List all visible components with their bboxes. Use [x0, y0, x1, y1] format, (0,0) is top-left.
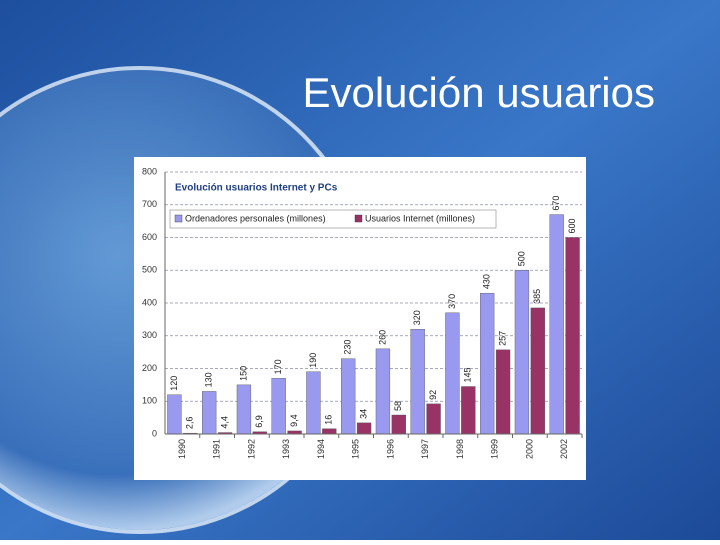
- y-tick-label: 300: [142, 330, 157, 340]
- value-label: 600: [567, 218, 577, 233]
- value-label: 670: [551, 196, 561, 211]
- x-tick-label: 1991: [212, 439, 222, 459]
- x-tick-label: 2000: [524, 439, 534, 459]
- value-label: 6,9: [254, 415, 264, 428]
- bar: [480, 292, 495, 435]
- x-tick-label: 1993: [281, 439, 291, 459]
- value-label: 190: [308, 353, 318, 368]
- legend: [169, 209, 497, 229]
- legend-label: Usuarios Internet (millones): [365, 213, 475, 223]
- value-label: 16: [324, 415, 334, 425]
- y-tick-label: 600: [142, 232, 157, 242]
- x-tick-label: 1998: [455, 439, 465, 459]
- value-label: 9,4: [289, 414, 299, 427]
- x-tick-label: 1992: [246, 439, 256, 459]
- bar: [271, 378, 286, 435]
- x-tick-label: 1994: [316, 439, 326, 459]
- legend-label: Ordenadores personales (millones): [185, 213, 326, 223]
- x-tick-label: 1999: [490, 439, 500, 459]
- y-tick-label: 800: [142, 166, 157, 176]
- value-label: 257: [497, 331, 507, 346]
- value-label: 150: [238, 366, 248, 381]
- bar: [549, 214, 564, 435]
- value-label: 2,6: [185, 417, 195, 430]
- slide-title: Evolución usuarios: [302, 69, 655, 116]
- x-tick-label: 1995: [351, 439, 361, 459]
- value-label: 4,4: [219, 416, 229, 429]
- bar: [167, 394, 182, 435]
- bar: [375, 348, 391, 435]
- x-tick-label: 1990: [177, 439, 187, 459]
- bar: [445, 312, 460, 435]
- value-label: 58: [393, 401, 403, 411]
- y-tick-label: 200: [142, 363, 157, 373]
- value-label: 260: [377, 330, 387, 345]
- bar: [202, 391, 217, 435]
- value-label: 385: [532, 289, 542, 304]
- y-tick-label: 700: [142, 199, 157, 209]
- y-tick-label: 500: [142, 265, 157, 275]
- bar: [306, 371, 321, 435]
- bar: [426, 403, 441, 435]
- bar: [236, 384, 252, 435]
- value-label: 130: [204, 372, 214, 387]
- y-tick-label: 400: [142, 297, 157, 307]
- plot: 0 100 200 300 400 500 600 700 800 Ordenadores per…: [142, 166, 583, 459]
- bar: [530, 307, 545, 435]
- bar: [565, 237, 580, 435]
- value-label: 120: [169, 376, 179, 391]
- value-label: 230: [343, 340, 353, 355]
- legend-swatch: [354, 214, 363, 223]
- bar: [341, 358, 356, 435]
- x-tick-label: 2002: [559, 439, 569, 459]
- value-label: 430: [482, 274, 492, 289]
- y-tick-label: 100: [142, 396, 157, 406]
- bar: [461, 386, 476, 435]
- bar: [322, 428, 337, 435]
- legend-swatch: [174, 214, 183, 223]
- value-label: 34: [358, 409, 368, 419]
- y-tick-label: 0: [152, 428, 157, 438]
- bar: [356, 422, 372, 435]
- value-label: 145: [463, 367, 473, 382]
- value-label: 370: [447, 294, 457, 309]
- bar: [495, 349, 511, 435]
- bar: [410, 329, 425, 435]
- bar: [514, 270, 530, 435]
- chart-title: Evolución usuarios Internet y PCs: [175, 183, 338, 194]
- value-label: 320: [412, 310, 422, 325]
- bar: [391, 414, 406, 435]
- x-tick-label: 1997: [420, 439, 430, 459]
- value-label: 170: [273, 359, 283, 374]
- value-label: 500: [516, 251, 526, 266]
- value-label: 92: [428, 390, 438, 400]
- x-tick-label: 1996: [385, 439, 395, 459]
